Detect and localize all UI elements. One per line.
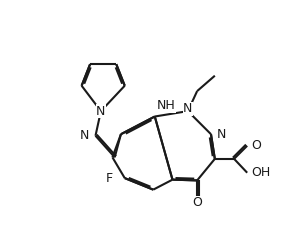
Text: O: O <box>192 196 202 209</box>
Text: F: F <box>106 172 113 185</box>
Text: OH: OH <box>251 166 270 179</box>
Text: N: N <box>96 105 106 118</box>
Text: N: N <box>80 129 89 142</box>
Text: O: O <box>251 139 261 152</box>
Text: N: N <box>216 128 226 141</box>
Text: N: N <box>183 102 193 115</box>
Text: NH: NH <box>156 99 175 112</box>
